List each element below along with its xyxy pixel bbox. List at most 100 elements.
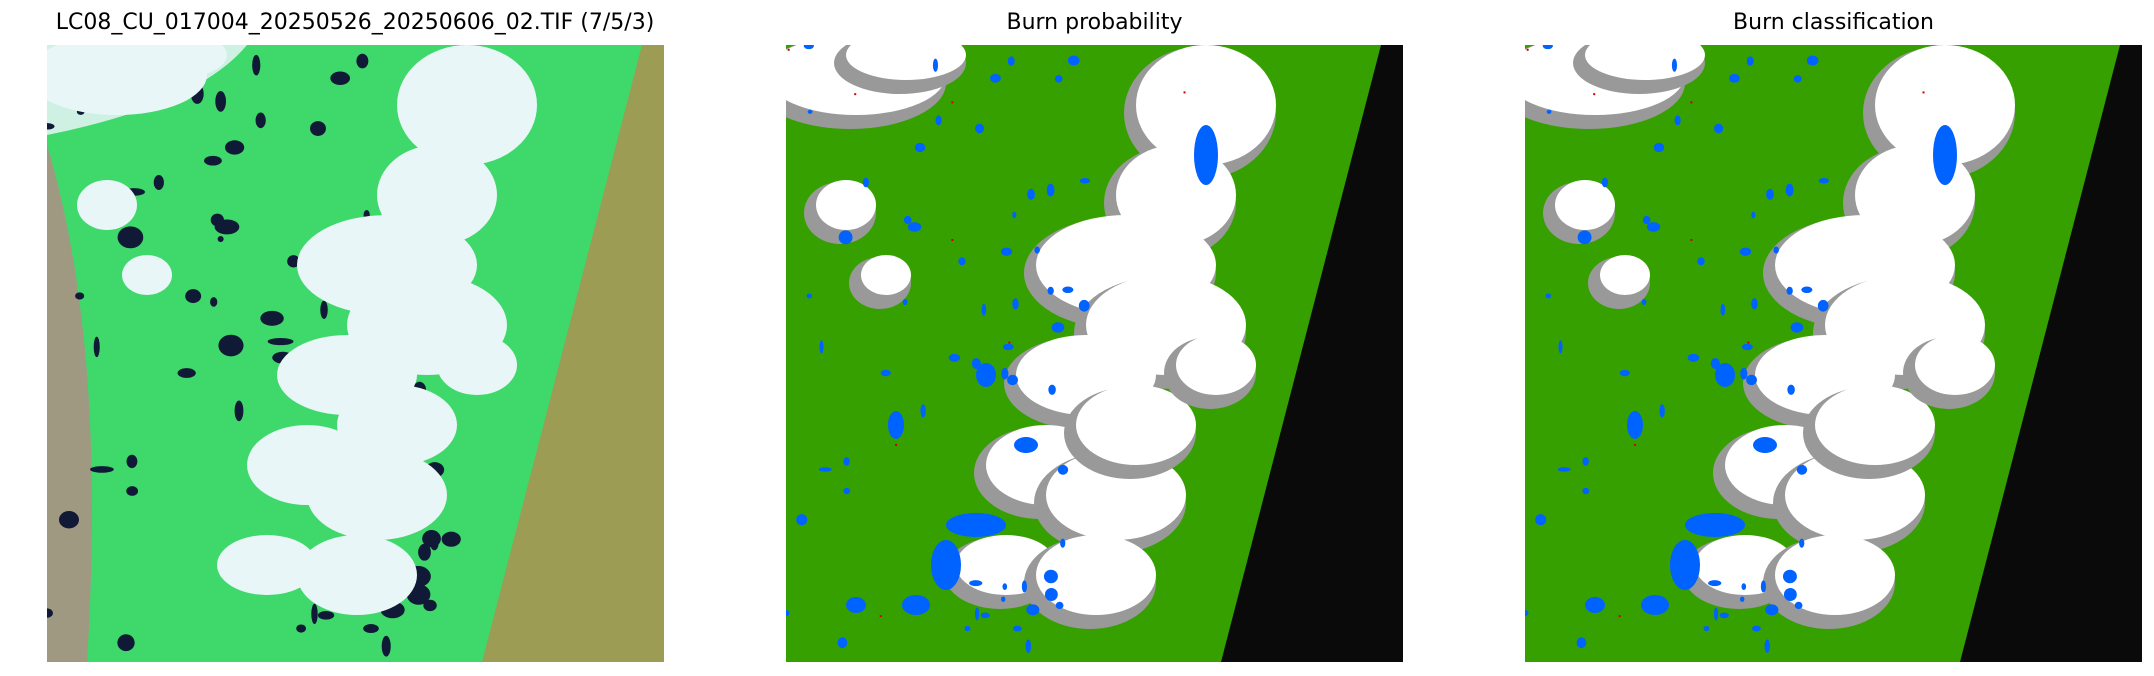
water-body — [931, 540, 961, 590]
cloud — [307, 450, 447, 540]
cloud — [397, 45, 537, 165]
water-body — [1773, 246, 1779, 254]
lake — [330, 71, 351, 85]
lake — [260, 310, 284, 326]
water-body — [1786, 286, 1793, 295]
lake — [89, 466, 114, 473]
lake — [217, 235, 224, 243]
water-body — [1818, 178, 1830, 184]
water-body — [1806, 55, 1819, 66]
lake — [58, 511, 79, 529]
water-body — [1697, 257, 1705, 266]
water-body — [1582, 487, 1590, 495]
water-body — [1671, 58, 1678, 72]
burned-pixel — [879, 615, 882, 618]
water-body — [862, 177, 869, 188]
cloud — [1915, 335, 1995, 395]
water-body — [1790, 322, 1804, 333]
cloud — [1815, 385, 1935, 465]
water-body — [1670, 540, 1700, 590]
water-body — [902, 298, 908, 306]
burned-pixel — [1747, 341, 1750, 344]
water-body — [1021, 580, 1027, 593]
water-body — [1764, 639, 1771, 653]
burned-pixel — [1634, 443, 1637, 446]
lake — [267, 337, 294, 346]
lake — [296, 624, 307, 633]
lake — [117, 634, 135, 652]
water-body — [803, 45, 814, 50]
water-body — [1577, 230, 1592, 245]
lake — [356, 53, 369, 69]
water-body — [1007, 56, 1015, 66]
water-body — [1933, 125, 1957, 185]
water-body — [807, 109, 813, 114]
water-body — [1079, 178, 1091, 184]
water-body — [1044, 587, 1058, 602]
lake — [310, 121, 326, 136]
lake — [47, 123, 55, 130]
burned-pixel — [854, 93, 857, 96]
burned-pixel — [1690, 101, 1693, 104]
water-body — [935, 115, 942, 126]
water-body — [914, 142, 926, 153]
water-body — [786, 610, 790, 617]
cloud — [1775, 535, 1895, 615]
water-body — [903, 215, 912, 225]
water-body — [1728, 73, 1740, 83]
lake — [224, 140, 245, 155]
water-body — [846, 597, 866, 613]
water-body — [1027, 188, 1035, 200]
water-body — [958, 257, 966, 266]
water-body — [837, 637, 848, 649]
water-body — [1048, 384, 1056, 395]
water-body — [1627, 411, 1643, 439]
water-body — [1007, 374, 1018, 386]
water-body — [1576, 637, 1587, 649]
nodata-wedge — [1221, 45, 1403, 662]
water-body — [1787, 384, 1795, 395]
water-body — [1067, 55, 1080, 66]
cloud — [297, 535, 417, 615]
rgb-composite-image — [47, 45, 664, 662]
lake — [320, 300, 328, 319]
water-body — [818, 467, 832, 472]
water-body — [907, 222, 922, 232]
water-body — [1653, 142, 1665, 153]
lake — [218, 334, 244, 357]
water-body — [1545, 293, 1552, 299]
water-body — [1752, 625, 1761, 632]
lake — [47, 608, 53, 618]
cloud — [1176, 335, 1256, 395]
water-body — [1026, 604, 1040, 616]
lake — [204, 155, 222, 166]
water-body — [819, 340, 824, 354]
water-body — [1782, 569, 1797, 584]
burned-pixel — [895, 443, 898, 446]
water-body — [1703, 625, 1710, 632]
water-body — [1078, 299, 1090, 312]
lake — [363, 624, 379, 634]
burn-probability-image — [786, 45, 1403, 662]
water-body — [1646, 222, 1661, 232]
burned-pixel — [1183, 91, 1186, 94]
lake — [210, 213, 225, 227]
lake — [418, 543, 431, 561]
water-body — [1001, 596, 1006, 602]
lake — [255, 112, 266, 129]
lake — [210, 297, 218, 307]
lake — [287, 255, 300, 268]
water-body — [1641, 298, 1647, 306]
cloud — [1555, 180, 1615, 230]
water-body — [1746, 56, 1754, 66]
water-body — [1741, 343, 1753, 351]
burned-pixel — [1008, 341, 1011, 344]
water-body — [1659, 404, 1665, 418]
water-body — [880, 369, 891, 377]
water-body — [1060, 538, 1066, 548]
water-body — [1055, 601, 1064, 610]
water-body — [1057, 464, 1069, 475]
water-body — [964, 625, 971, 632]
water-body — [1002, 343, 1014, 351]
cloud — [861, 255, 911, 295]
